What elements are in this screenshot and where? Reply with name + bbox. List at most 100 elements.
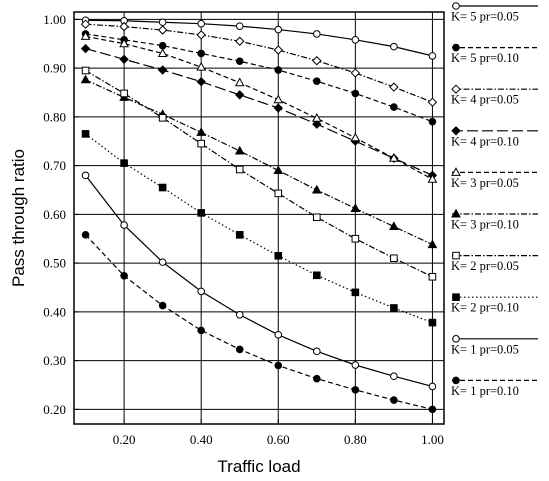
- data-point: [80, 19, 91, 29]
- data-point: [80, 43, 91, 54]
- grid: [74, 12, 444, 424]
- data-point: [313, 30, 321, 38]
- data-point: [197, 49, 205, 58]
- data-point: [390, 304, 398, 312]
- data-point: [80, 31, 91, 40]
- data-point: [313, 77, 321, 86]
- legend-label: K= 2 pr=0.05: [451, 259, 519, 273]
- data-point: [389, 221, 399, 231]
- data-point: [158, 41, 167, 50]
- data-point: [428, 52, 437, 60]
- plot-frame: [73, 11, 445, 425]
- data-point: [197, 326, 205, 335]
- series-line: [85, 47, 433, 176]
- data-point: [351, 35, 360, 44]
- data-point: [390, 254, 398, 263]
- data-point: [427, 239, 438, 249]
- x-tick-label: 0.80: [344, 432, 367, 447]
- series-4: [80, 43, 438, 181]
- legend-entry: K= 1 pr=0.10: [451, 376, 538, 398]
- data-point: [350, 68, 361, 78]
- axis-ticks: 0.20 0.30 0.40 0.50 0.60 0.70 0.80 0.90 1.00 0.20…: [43, 12, 444, 447]
- y-tick-label: 0.50: [43, 256, 66, 271]
- y-tick-label: 1.00: [43, 12, 66, 27]
- data-point: [120, 271, 128, 280]
- series-line: [85, 23, 433, 103]
- data-point: [350, 132, 361, 142]
- data-point: [273, 103, 283, 113]
- legend-entry: K= 5 pr=0.05: [451, 2, 538, 24]
- series-5: [80, 31, 438, 183]
- x-tick-label: 0.20: [113, 432, 136, 447]
- data-point: [196, 30, 206, 40]
- data-point: [351, 386, 360, 394]
- data-point: [313, 347, 321, 356]
- legend-label: K= 5 pr=0.05: [451, 10, 519, 24]
- data-point: [120, 89, 128, 98]
- data-point: [313, 213, 321, 222]
- x-tick-label: 0.40: [190, 432, 213, 447]
- data-point: [158, 183, 167, 192]
- series-1: [81, 16, 437, 60]
- legend-marker: [451, 126, 461, 136]
- series-line: [85, 33, 433, 123]
- data-point: [196, 61, 207, 71]
- legend-marker: [452, 251, 460, 260]
- y-tick-label: 0.80: [43, 109, 66, 124]
- data-point: [157, 65, 168, 75]
- data-point: [80, 74, 91, 84]
- legend-label: K= 3 pr=0.10: [451, 218, 519, 232]
- legend-label: K= 3 pr=0.05: [451, 176, 519, 190]
- legend-marker: [452, 2, 460, 10]
- data-point: [120, 221, 128, 229]
- data-point: [158, 114, 167, 122]
- data-point: [196, 77, 206, 87]
- data-point: [119, 21, 129, 32]
- y-tick-label: 0.90: [43, 61, 66, 76]
- legend-label: K= 5 pr=0.10: [451, 51, 519, 65]
- data-point: [197, 209, 205, 217]
- legend-label: K= 1 pr=0.10: [451, 384, 519, 398]
- data-point: [274, 66, 283, 74]
- data-point: [273, 45, 283, 55]
- series-10: [81, 231, 437, 414]
- data-point: [197, 287, 205, 296]
- data-point: [81, 66, 90, 75]
- data-point: [235, 57, 244, 66]
- data-point: [235, 90, 245, 100]
- series-9: [81, 171, 437, 391]
- data-point: [427, 97, 438, 107]
- data-point: [390, 42, 398, 51]
- data-point: [351, 288, 360, 297]
- data-point: [235, 22, 244, 30]
- data-point: [428, 117, 437, 126]
- legend-entry: K= 3 pr=0.05: [451, 167, 538, 190]
- legend-marker: [451, 167, 461, 176]
- data-point: [235, 165, 244, 174]
- series-7: [81, 66, 437, 281]
- data-point: [313, 374, 321, 383]
- data-point: [351, 89, 360, 98]
- data-point: [119, 54, 129, 65]
- data-point: [158, 301, 167, 310]
- legend-label: K= 4 pr=0.10: [451, 134, 519, 148]
- y-tick-label: 0.30: [43, 353, 66, 368]
- data-point: [273, 94, 284, 104]
- data-point: [351, 361, 360, 369]
- x-axis-title: Traffic load: [217, 457, 300, 476]
- data-point: [120, 159, 128, 167]
- data-point: [234, 77, 245, 87]
- data-point: [81, 130, 90, 138]
- data-point: [313, 271, 321, 280]
- y-tick-label: 0.70: [43, 158, 66, 173]
- data-point: [274, 330, 283, 339]
- data-point: [158, 258, 167, 266]
- series-line: [85, 79, 433, 246]
- data-point: [273, 165, 284, 174]
- data-point: [157, 25, 168, 35]
- legend-marker: [452, 43, 460, 52]
- data-point: [312, 56, 322, 66]
- legend-marker: [452, 293, 460, 301]
- y-axis-title: Pass through ratio: [9, 149, 28, 287]
- data-point: [235, 310, 244, 319]
